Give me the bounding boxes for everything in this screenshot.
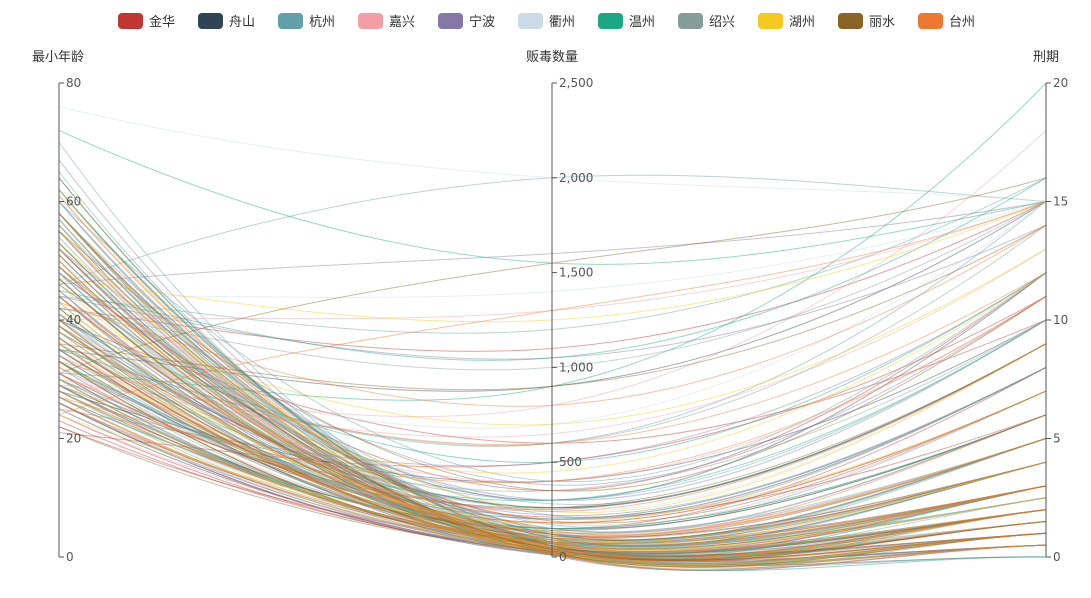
series-line [58, 201, 1047, 572]
tick-label: 0 [1053, 550, 1061, 564]
legend-item[interactable]: 温州 [598, 13, 655, 30]
legend-label: 金华 [149, 14, 175, 30]
legend-item[interactable]: 杭州 [278, 13, 335, 30]
axis-name: 最小年龄 [32, 50, 84, 65]
legend-item[interactable]: 丽水 [838, 13, 895, 30]
legend-swatch [598, 13, 623, 29]
legend-swatch [838, 13, 863, 29]
legend-label: 温州 [629, 15, 655, 30]
axis-name: 刑期 [1033, 50, 1059, 65]
series-line [58, 171, 1047, 563]
series-line [58, 189, 1047, 546]
legend-label: 衢州 [549, 15, 575, 30]
parallel-axis: 贩毒数量 0 500 1,000 1,500 2,000 2,500 [526, 50, 593, 564]
legend-swatch [278, 13, 303, 29]
legend-label: 绍兴 [709, 15, 735, 30]
legend-label: 杭州 [309, 15, 335, 30]
legend-item[interactable]: 宁波 [438, 13, 495, 30]
legend-swatch [198, 13, 223, 29]
legend-label: 舟山 [229, 15, 255, 30]
legend-swatch [118, 13, 143, 29]
parallel-axis: 刑期 0 5 10 15 20 [1033, 50, 1068, 564]
tick-label: 40 [66, 313, 81, 327]
tick-label: 60 [66, 195, 81, 209]
tick-label: 2,000 [559, 171, 593, 185]
tick-label: 1,500 [559, 266, 593, 280]
parallel-axis: 最小年龄 0 20 40 60 80 [32, 50, 84, 564]
series-line [58, 141, 1047, 571]
legend-label: 湖州 [789, 15, 815, 30]
series-line [58, 141, 1047, 566]
legend-label: 丽水 [869, 15, 895, 30]
legend-swatch [918, 13, 943, 29]
legend-label: 宁波 [469, 14, 495, 30]
legend-item[interactable]: 湖州 [758, 13, 815, 30]
tick-label: 15 [1053, 195, 1068, 209]
tick-label: 10 [1053, 313, 1068, 327]
legend-item[interactable]: 舟山 [198, 13, 255, 30]
series-line [58, 189, 1047, 563]
legend-label: 嘉兴 [389, 15, 415, 30]
legend-item[interactable]: 绍兴 [678, 13, 735, 30]
legend-item[interactable]: 嘉兴 [358, 13, 415, 30]
tick-label: 5 [1053, 432, 1061, 446]
tick-label: 0 [559, 550, 567, 564]
tick-label: 1,000 [559, 360, 593, 374]
series-line [58, 189, 1047, 548]
axes: 最小年龄 0 20 40 60 80 贩毒数量 0 500 1,000 1,500 2,000 2,50… [32, 50, 1068, 564]
legend[interactable]: 金华 舟山 杭州 嘉兴 宁波 衢州 温州 绍兴 湖州 丽水 台州 [118, 13, 975, 30]
axis-name: 贩毒数量 [526, 50, 578, 65]
series-line [58, 177, 1047, 561]
tick-label: 80 [66, 76, 81, 90]
legend-swatch [518, 13, 543, 29]
series-line [58, 159, 1047, 563]
legend-swatch [438, 13, 463, 29]
legend-item[interactable]: 金华 [118, 13, 175, 30]
tick-label: 20 [66, 432, 81, 446]
legend-label: 台州 [949, 15, 975, 30]
tick-label: 2,500 [559, 76, 593, 90]
legend-swatch [358, 13, 383, 29]
series-line [58, 177, 1047, 558]
legend-item[interactable]: 台州 [918, 13, 975, 30]
tick-label: 0 [66, 550, 74, 564]
tick-label: 500 [559, 455, 582, 469]
tick-label: 20 [1053, 76, 1068, 90]
legend-swatch [758, 13, 783, 29]
legend-swatch [678, 13, 703, 29]
legend-item[interactable]: 衢州 [518, 13, 575, 30]
